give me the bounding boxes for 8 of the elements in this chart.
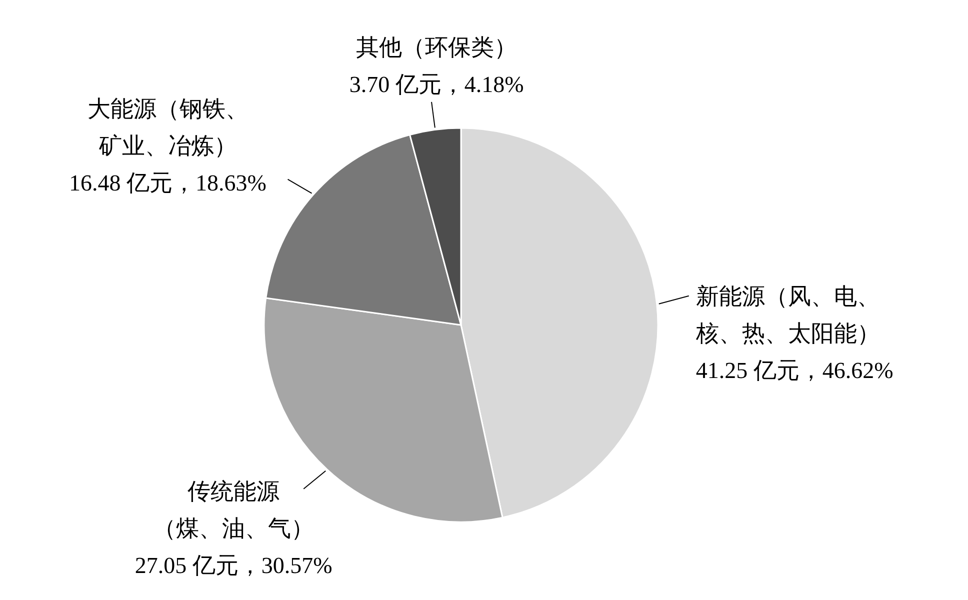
data-label: 3.70 亿元，4.18% (349, 72, 524, 97)
slice-label: 新能源（风、电、核、热、太阳能） (694, 284, 880, 346)
data-label: 16.48 亿元，18.63% (69, 170, 266, 196)
slice-label: 其他（环保类） (356, 34, 518, 60)
slice-label: 传统能源（煤、油、气） (153, 478, 314, 541)
data-label: 41.25 亿元，46.62% (696, 358, 894, 383)
data-label: 27.05 亿元，30.57% (134, 552, 332, 578)
slice-label: 大能源（钢铁、矿业、冶炼） (87, 96, 248, 158)
